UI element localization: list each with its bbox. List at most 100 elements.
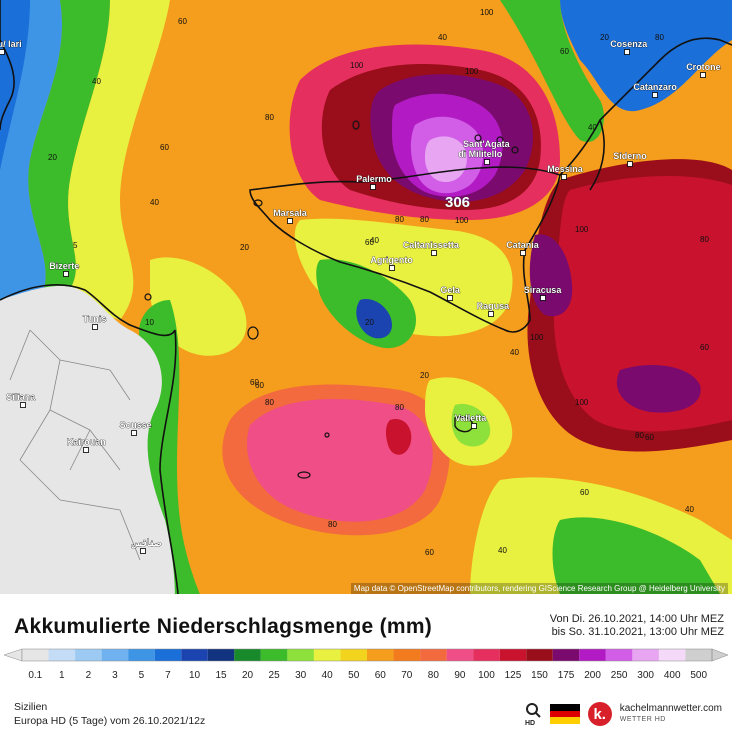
contour-value-label: 60 — [580, 488, 589, 497]
contour-value-label: 20 — [365, 318, 374, 327]
city-label: Messina — [547, 164, 584, 174]
contour-value-label: 80 — [635, 431, 644, 440]
city-marker — [471, 423, 477, 429]
city-marker — [431, 250, 437, 256]
contour-value-label: 40 — [92, 77, 101, 86]
contour-value-label: 40 — [510, 348, 519, 357]
contour-value-label: 60 — [250, 378, 259, 387]
legend-tick-label: 2 — [86, 670, 92, 681]
contour-value-label: 60 — [700, 343, 709, 352]
city-label: Seddu/ lari — [0, 39, 22, 49]
city-label: Siderno — [613, 151, 647, 161]
city-marker — [83, 447, 89, 453]
city-marker — [92, 324, 98, 330]
contour-value-label: 20 — [240, 243, 249, 252]
peak-value-label: 306 — [445, 194, 470, 211]
city-label: di Militello — [458, 149, 503, 159]
legend-swatch — [48, 649, 76, 661]
precip-zone-lime-malta — [451, 403, 491, 447]
legend-swatch — [260, 649, 288, 661]
precip-zone-green-southeast — [552, 517, 720, 594]
legend-tick-label: 20 — [242, 670, 254, 681]
legend-swatch — [658, 649, 686, 661]
germany-flag-icon[interactable] — [549, 704, 580, 725]
contour-value-label: 80 — [395, 403, 404, 412]
city-marker — [389, 265, 395, 271]
contour-value-label: 60 — [425, 548, 434, 557]
legend-swatch — [499, 649, 527, 661]
contour-value-label: 40 — [498, 546, 507, 555]
legend-swatch — [632, 649, 659, 661]
contour-value-label: 60 — [178, 17, 187, 26]
city-marker — [561, 174, 567, 180]
legend-swatch — [367, 649, 394, 661]
legend-left-arrow — [3, 648, 23, 662]
legend-swatch — [75, 649, 102, 661]
legend-swatch — [393, 649, 421, 661]
legend-tick-label: 3 — [112, 670, 118, 681]
precip-zone-red-east — [553, 175, 732, 432]
precip-zone-green-west — [28, 0, 111, 300]
city-marker — [488, 311, 494, 317]
city-marker — [447, 295, 453, 301]
legend-tick-label: 400 — [664, 670, 681, 681]
legend-tick-label: 200 — [584, 670, 601, 681]
legend-tick-label: 10 — [189, 670, 201, 681]
brand-block: kachelmannwetter.com WETTER HD — [620, 703, 722, 725]
hd-label: HD — [525, 720, 535, 726]
legend-tick-label: 70 — [401, 670, 413, 681]
chart-title: Akkumulierte Niederschlagsmenge (mm) — [14, 615, 433, 638]
contour-value-label: 80 — [395, 215, 404, 224]
legend-tick-label: 90 — [454, 670, 466, 681]
city-marker — [287, 218, 293, 224]
city-label: Marsala — [273, 208, 308, 218]
contour-value-label: 60 — [560, 47, 569, 56]
legend-swatch — [101, 649, 129, 661]
legend-tick-label: 25 — [269, 670, 281, 681]
contour-value-label: 100 — [465, 67, 479, 76]
precip-zone-green-northeast — [500, 0, 604, 142]
legend-swatch — [181, 649, 208, 661]
city-marker — [540, 295, 546, 301]
contour-value-label: 10 — [145, 318, 154, 327]
contour-value-label: 80 — [265, 113, 274, 122]
city-marker — [627, 161, 633, 167]
valid-from: Von Di. 26.10.2021, 14:00 Uhr MEZ — [549, 613, 724, 625]
contour-value-label: 80 — [700, 235, 709, 244]
legend-tick-label: 15 — [215, 670, 227, 681]
legend-tick-label: 500 — [690, 670, 707, 681]
brand-name: kachelmannwetter.com — [619, 703, 722, 714]
footer-branding: HD k. kachelmannwetter.com WETTER HD — [524, 700, 722, 728]
contour-value-label: 80 — [420, 215, 429, 224]
small-islands — [144, 120, 519, 479]
city-label: Kairouan — [67, 437, 106, 447]
legend-tick-label: 1 — [59, 670, 65, 681]
city-label: Crotone — [686, 62, 721, 72]
legend-swatch — [234, 649, 261, 661]
city-label: Agrigento — [370, 255, 413, 265]
calabria-coastline — [559, 37, 732, 191]
legend-swatch — [526, 649, 553, 661]
contour-value-label: 5 — [73, 241, 78, 250]
tunisia-coastline — [0, 284, 179, 594]
legend-tick-label: 250 — [611, 670, 628, 681]
legend-swatch — [128, 649, 155, 661]
city-label: Palermo — [356, 174, 392, 184]
contour-value-label: 60 — [160, 143, 169, 152]
precip-zone-yellow-west — [60, 0, 170, 320]
legend-swatch — [154, 649, 182, 661]
legend-swatch — [473, 649, 500, 661]
hd-search-icon[interactable]: HD — [524, 702, 542, 727]
city-marker — [140, 548, 146, 554]
legend-swatch — [340, 649, 367, 661]
contour-value-label: 20 — [420, 371, 429, 380]
legend-swatch — [207, 649, 235, 661]
legend-swatch — [287, 649, 314, 661]
precipitation-map: Palermo Marsala Sant'Agata di Militello Mess… — [0, 0, 732, 594]
legend-tick-label: 175 — [558, 670, 575, 681]
city-label: Sousse — [120, 420, 152, 430]
city-label: Tunis — [83, 314, 106, 324]
city-marker — [484, 159, 490, 165]
legend-swatch — [22, 649, 49, 661]
